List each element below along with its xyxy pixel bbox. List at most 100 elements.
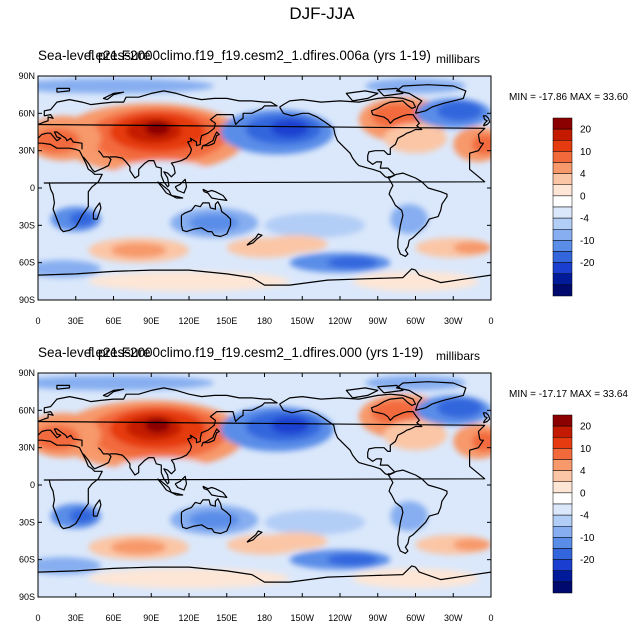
anomaly-contour (38, 78, 215, 94)
colorbar-swatch (552, 570, 573, 583)
panel-2-units: millibars (436, 349, 481, 363)
anomaly-contour (38, 425, 80, 451)
anomaly-contour (264, 509, 366, 535)
lon-tick-label: 0 (488, 613, 493, 623)
anomaly-contour (327, 553, 378, 566)
colorbar-swatch (552, 470, 573, 482)
lat-tick-label: 60N (18, 405, 35, 415)
lon-tick-label: 120E (178, 316, 199, 326)
lon-tick-label: 90W (368, 613, 387, 623)
coastline (202, 485, 228, 498)
colorbar-swatch (552, 503, 573, 516)
colorbar-swatch (552, 481, 573, 494)
lon-tick-label: 60W (406, 316, 425, 326)
lon-tick-label: 60E (105, 316, 121, 326)
anomaly-contour (189, 214, 240, 232)
colorbar-swatch (552, 173, 573, 185)
colorbar-swatch (552, 437, 573, 449)
lat-tick-label: 90S (19, 592, 35, 602)
anomaly-contour (264, 532, 328, 550)
colorbar-swatch (552, 284, 573, 297)
map-plot-area: 90N 60N 30N 0 30S 60S 90S 0 30E 60E 90E 120E 150E 180… (18, 71, 493, 326)
panel-1-units: millibars (436, 52, 481, 66)
coastline (92, 202, 102, 220)
lon-tick-label: 120W (328, 613, 352, 623)
coastline (396, 84, 467, 114)
lon-tick-label: 120W (328, 316, 352, 326)
colorbar-swatch (552, 128, 573, 141)
panel-2-variable-label: Sea-level pressure (38, 345, 151, 360)
anomaly-contour (69, 508, 95, 524)
panel-1-variable-label: Sea-level pressure (38, 48, 151, 63)
anomaly-contour (352, 271, 479, 292)
lat-tick-label: 30S (19, 517, 35, 527)
map-panel-1: 90N 60N 30N 0 30S 60S 90S 0 30E 60E 90E 120E 150E 180… (18, 48, 628, 326)
lon-tick-label: 150W (290, 316, 314, 326)
colorbar-tick-label: -20 (580, 258, 595, 269)
anomaly-contour (371, 103, 422, 129)
map-panel-1-svg: 90N 60N 30N 0 30S 60S 90S 0 30E 60E 90E 120E 150E 180… (18, 71, 595, 326)
anomaly-contour (38, 375, 215, 391)
anomaly-contour (88, 568, 290, 589)
colorbar-swatch (552, 548, 573, 560)
lat-tick-label: 30S (19, 220, 35, 230)
anomaly-contour (384, 123, 447, 154)
lon-tick-label: 150W (290, 613, 314, 623)
coastline (279, 393, 423, 476)
anomaly-contour (264, 212, 366, 238)
lon-tick-label: 150E (216, 613, 237, 623)
colorbar-swatch (552, 581, 573, 594)
coastline (102, 388, 125, 398)
lon-tick-label: 90W (368, 316, 387, 326)
colorbar-swatch (552, 492, 573, 505)
lon-tick-label: 60E (105, 613, 121, 623)
figure-title: DJF-JJA (289, 4, 355, 23)
colorbar: 20 10 4 0 -4 -10 -20 (552, 414, 595, 594)
coastline (345, 387, 379, 399)
colorbar-tick-label: 4 (580, 169, 586, 180)
coastline (482, 412, 491, 424)
coastline (38, 420, 486, 530)
colorbar-tick-label: 10 (580, 444, 592, 455)
colorbar-swatch (552, 414, 573, 427)
anomaly-contour (110, 242, 167, 258)
anomaly-contour (472, 431, 491, 452)
lon-tick-label: 0 (35, 613, 40, 623)
coastline (56, 384, 71, 390)
coastline (38, 428, 83, 447)
lon-tick-label: 180 (257, 613, 272, 623)
coastlines (38, 381, 491, 583)
lon-tick-label: 30E (68, 613, 84, 623)
anomaly-contour (453, 538, 491, 551)
lon-tick-label: 90E (143, 316, 159, 326)
coastline (180, 201, 232, 238)
colorbar-tick-label: 0 (580, 488, 586, 499)
anomaly-contour (384, 420, 447, 451)
colorbar-swatch (552, 140, 573, 152)
coastline (201, 131, 220, 150)
map-panel-2-svg: 90N 60N 30N 0 30S 60S 90S 0 30E 60E 90E 120E 150E 180… (18, 368, 595, 623)
coastline (38, 565, 491, 583)
coastline (387, 469, 448, 554)
lon-tick-label: 30E (68, 316, 84, 326)
anomaly-contour (327, 256, 378, 269)
anomaly-contour (270, 416, 309, 434)
coastline (82, 447, 112, 470)
coastline (279, 96, 423, 179)
anomaly-contour (88, 271, 290, 292)
coastline (174, 475, 188, 491)
colorbar-tick-label: 20 (580, 422, 592, 433)
lat-tick-label: 0 (30, 480, 35, 490)
map-plot-area: 90N 60N 30N 0 30S 60S 90S 0 30E 60E 90E 120E 150E 180… (18, 368, 493, 623)
colorbar-tick-label: 4 (580, 466, 586, 477)
anomaly-contour (365, 375, 466, 391)
colorbar-tick-label: -10 (580, 533, 595, 544)
colorbar-swatch (552, 229, 573, 241)
panel-1-minmax: MIN = -17.86 MAX = 33.60 (509, 92, 628, 103)
anomaly-contour (436, 100, 483, 121)
lat-tick-label: 60S (19, 258, 35, 268)
lat-tick-label: 60N (18, 108, 35, 118)
anomaly-contour (110, 539, 167, 555)
coastline (482, 115, 491, 127)
colorbar-swatch (552, 273, 573, 286)
